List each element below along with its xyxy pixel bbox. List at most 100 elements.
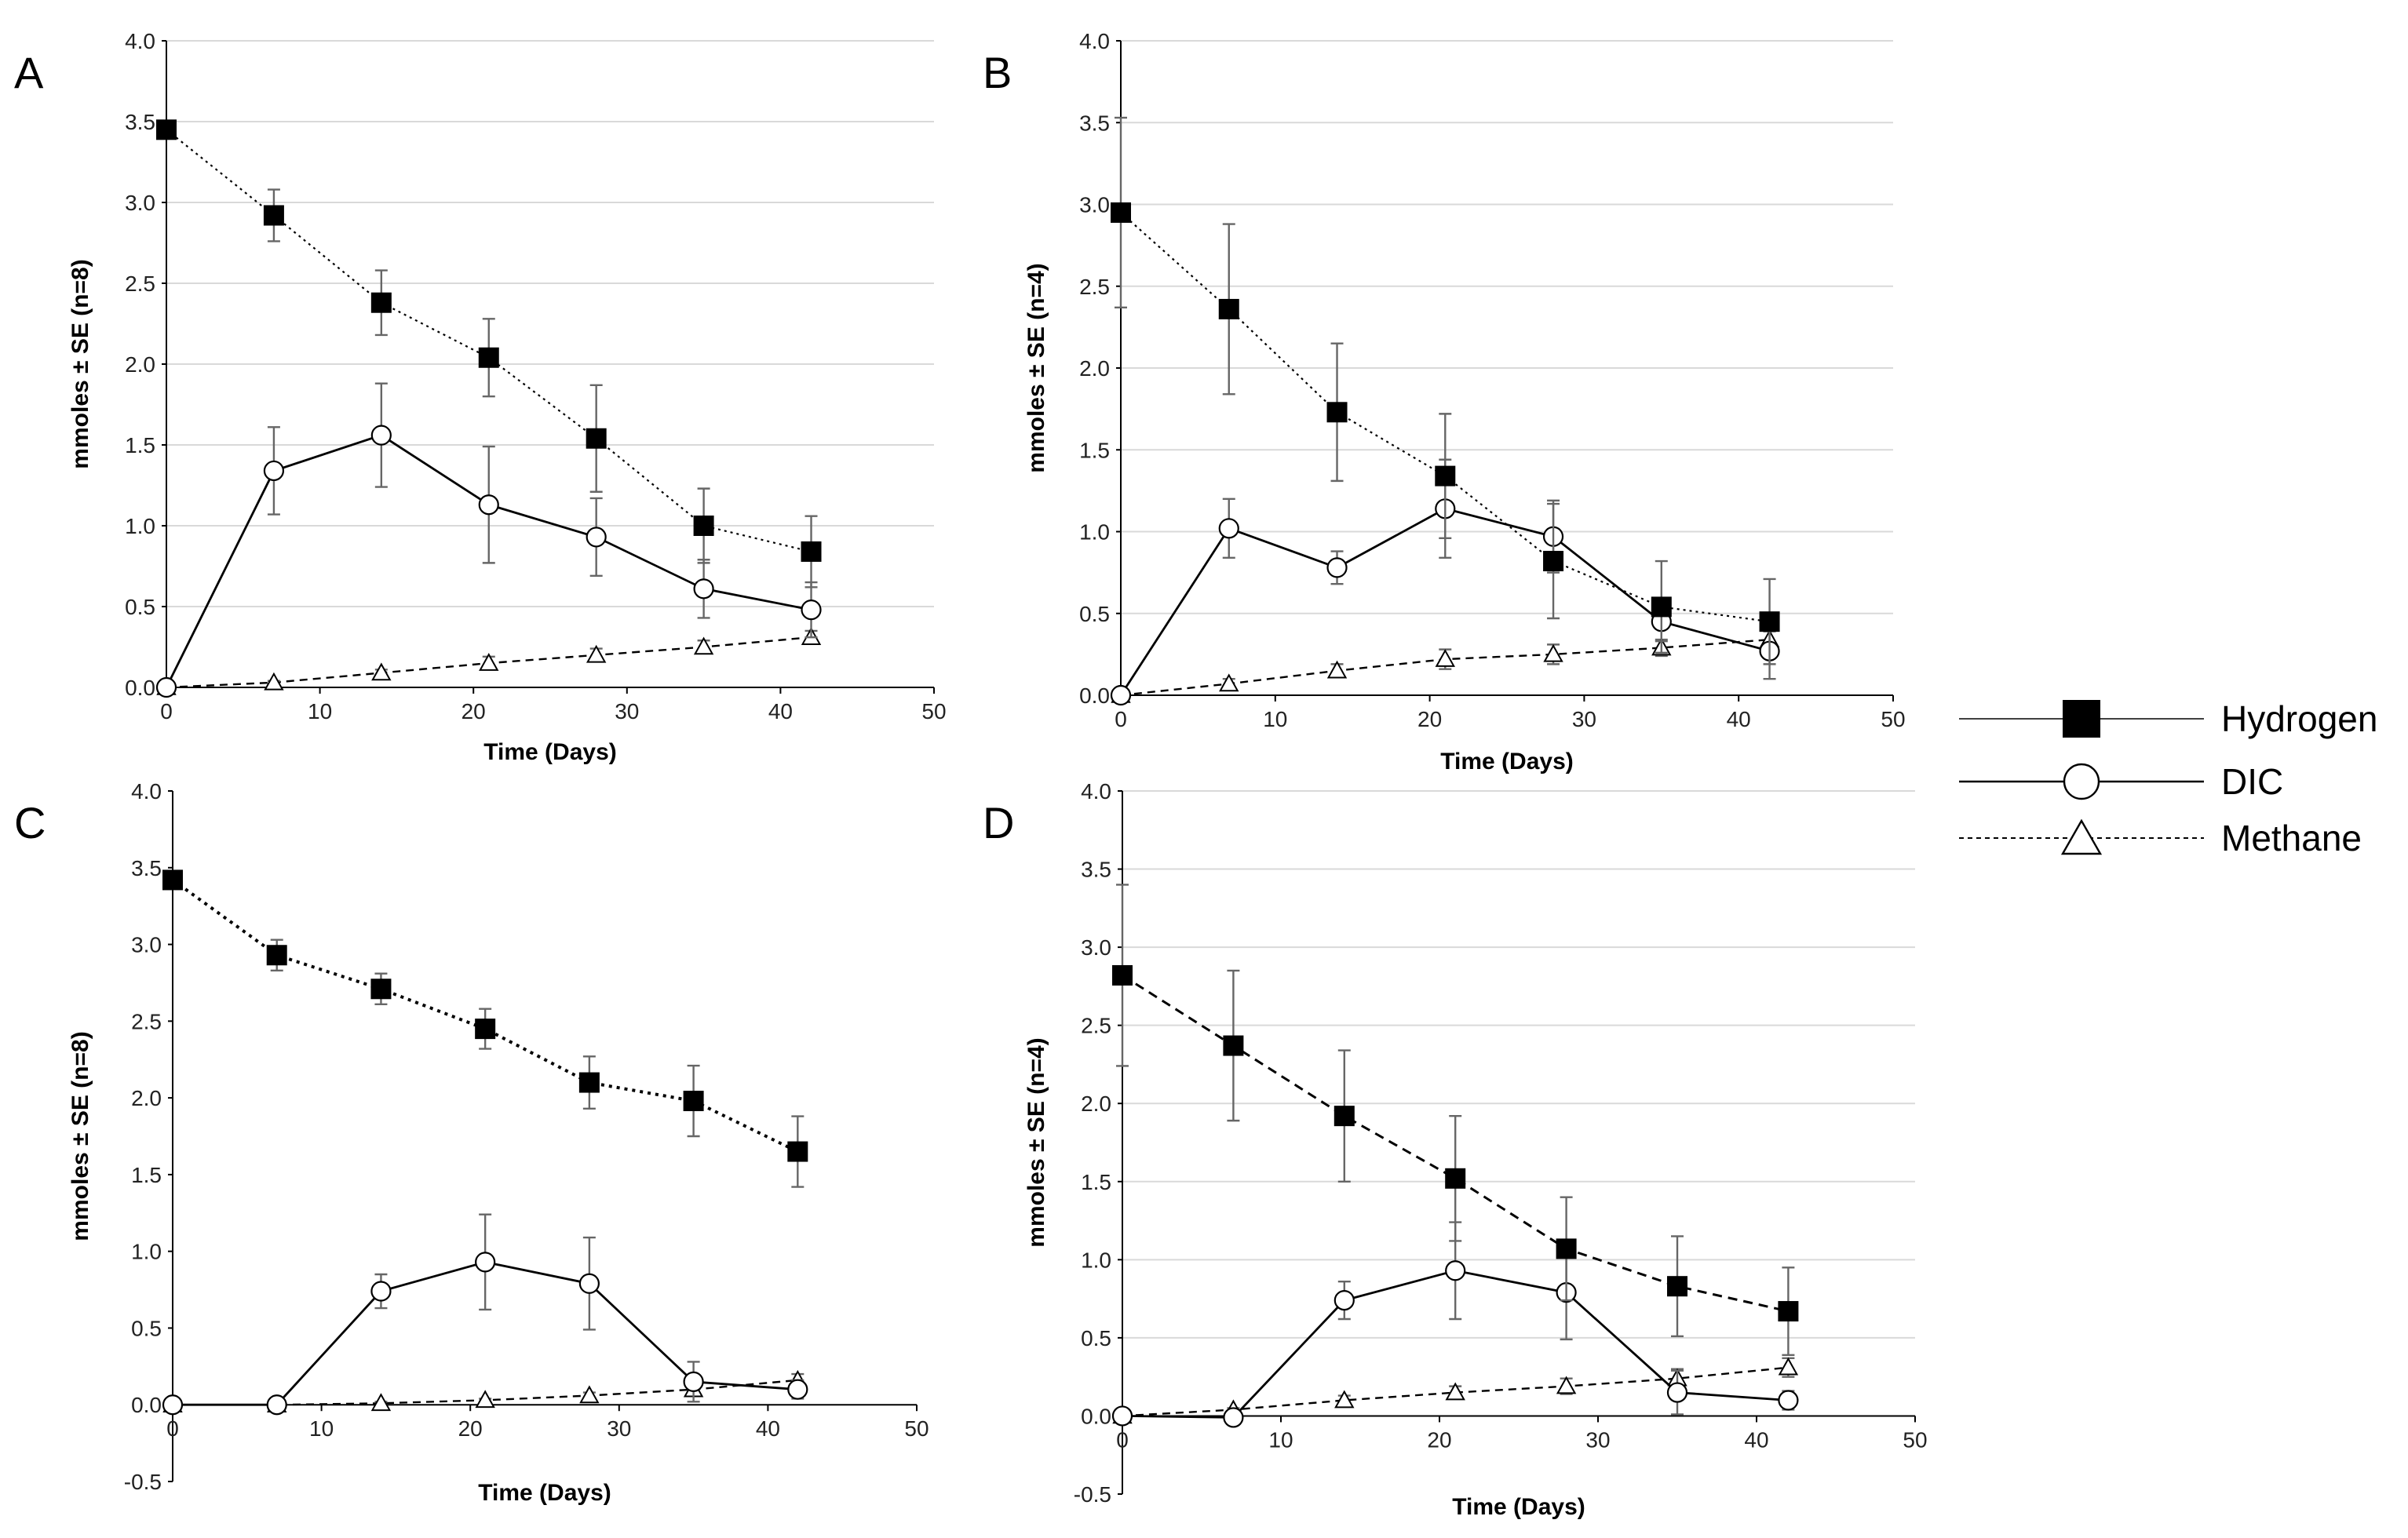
series-hydrogen [156,119,822,589]
data-point [1223,1035,1244,1056]
data-point [1112,964,1133,986]
data-point [1334,1390,1355,1409]
legend-label: Hydrogen [2221,698,2377,739]
data-point [371,662,392,681]
x-tick-label: 10 [308,699,332,723]
data-point [1651,596,1672,618]
data-point [586,428,607,449]
x-tick-label: 40 [1744,1427,1768,1452]
y-tick-label: 3.5 [1081,858,1111,882]
data-point [1435,465,1456,487]
legend-entry-hydrogen: Hydrogen [1959,698,2377,739]
y-tick-label: 3.0 [1081,935,1111,960]
data-point [1110,684,1132,706]
data-point [801,600,822,621]
y-tick-label: 3.5 [131,856,162,880]
y-tick-label: 3.0 [1079,193,1110,217]
data-point [1223,1407,1244,1428]
data-point [1435,649,1455,667]
chart-panel-a: 0.0 0.5 1.0 1.5 2.0 2.5 3.0 3.5 4.0 0 10 20 30 40 50 Ti… [14,29,947,765]
data-point [693,578,714,600]
data-point [1219,673,1239,692]
y-tick-label: 0.5 [125,595,155,619]
series-hydrogen [1111,116,1780,665]
chart-panel-b: 0.0 0.5 1.0 1.5 2.0 2.5 3.0 3.5 4.0 0 10 20 30 40 50 Ti… [983,29,1906,774]
data-point [1543,551,1564,572]
x-axis-title: Time (Days) [1440,749,1574,774]
x-tick-label: 50 [1903,1427,1927,1452]
x-tick-label: 0 [1115,707,1127,731]
data-point [1218,298,1239,319]
data-point [787,1379,808,1400]
data-point [683,1091,704,1112]
y-tick-label: 2.5 [1081,1014,1111,1038]
series-hydrogen [162,869,808,1188]
x-tick-label: 20 [1427,1427,1451,1452]
x-tick-label: 30 [1585,1427,1610,1452]
data-point [162,1394,184,1416]
y-axis-title: mmoles ± SE (n=4) [1023,1037,1049,1247]
y-tick-label: 1.0 [1079,520,1110,545]
data-point [475,1019,496,1040]
x-tick-label: 0 [1116,1427,1129,1452]
data-point [1326,660,1348,679]
data-point [787,1141,808,1162]
y-tick-label: 0.5 [1079,602,1110,626]
data-point [1445,1260,1466,1281]
y-tick-label: 1.0 [1081,1248,1111,1272]
x-tick-label: 30 [607,1416,631,1441]
panel-label: B [983,48,1012,97]
series-dic [162,1213,808,1416]
x-tick-label: 50 [1881,707,1905,731]
y-tick-label: 3.0 [131,933,162,957]
y-tick-label: 3.5 [1079,111,1110,135]
data-point [693,516,714,536]
data-point [1556,1238,1577,1259]
y-tick-label: 1.5 [131,1163,162,1187]
data-point [1111,1405,1133,1427]
x-tick-label: 0 [160,699,173,723]
data-point [1778,1390,1799,1411]
data-point [156,119,177,140]
x-tick-label: 50 [921,699,946,723]
y-tick-label: -0.5 [1074,1482,1111,1507]
x-axis-title: Time (Days) [478,1480,611,1506]
data-point [1334,1106,1355,1127]
x-tick-label: 10 [1268,1427,1293,1452]
y-tick-label: 0.5 [131,1316,162,1340]
series-dic [155,382,822,698]
data-point [1667,1276,1687,1297]
data-point [578,1273,600,1294]
series-methane [1111,629,1780,703]
data-point [370,425,392,446]
series-methane [1112,1357,1799,1424]
y-tick-label: 4.0 [1079,29,1110,53]
data-point [475,1390,495,1409]
legend-label: Methane [2221,818,2362,858]
x-tick-label: 40 [1727,707,1751,731]
y-tick-label: 0.0 [1081,1404,1111,1428]
data-point [478,347,499,368]
data-point [370,292,392,313]
data-point [586,527,607,548]
data-point [266,1394,287,1416]
x-axis-title: Time (Days) [483,739,617,765]
data-point [1778,1357,1799,1376]
chart-panel-d: -0.5 0.0 0.5 1.0 1.5 2.0 2.5 3.0 3.5 4.0 0 10 20 30 40… [983,779,1928,1520]
data-point [263,205,284,226]
data-point [370,979,392,1000]
data-point [1445,1168,1466,1189]
x-tick-label: 50 [904,1416,929,1441]
data-point [479,653,499,671]
data-point [266,945,287,966]
data-point [579,1385,600,1404]
y-tick-label: 2.5 [125,272,155,296]
legend-marker [2060,818,2103,855]
chart-panel-c: -0.5 0.0 0.5 1.0 1.5 2.0 2.5 3.0 3.5 4.0 0 10 20 30 40… [14,779,929,1506]
legend-label: DIC [2221,761,2283,802]
x-tick-label: 20 [462,699,486,723]
y-tick-label: 2.0 [1081,1092,1111,1116]
x-tick-label: 20 [1417,707,1442,731]
data-point [1666,1382,1688,1403]
